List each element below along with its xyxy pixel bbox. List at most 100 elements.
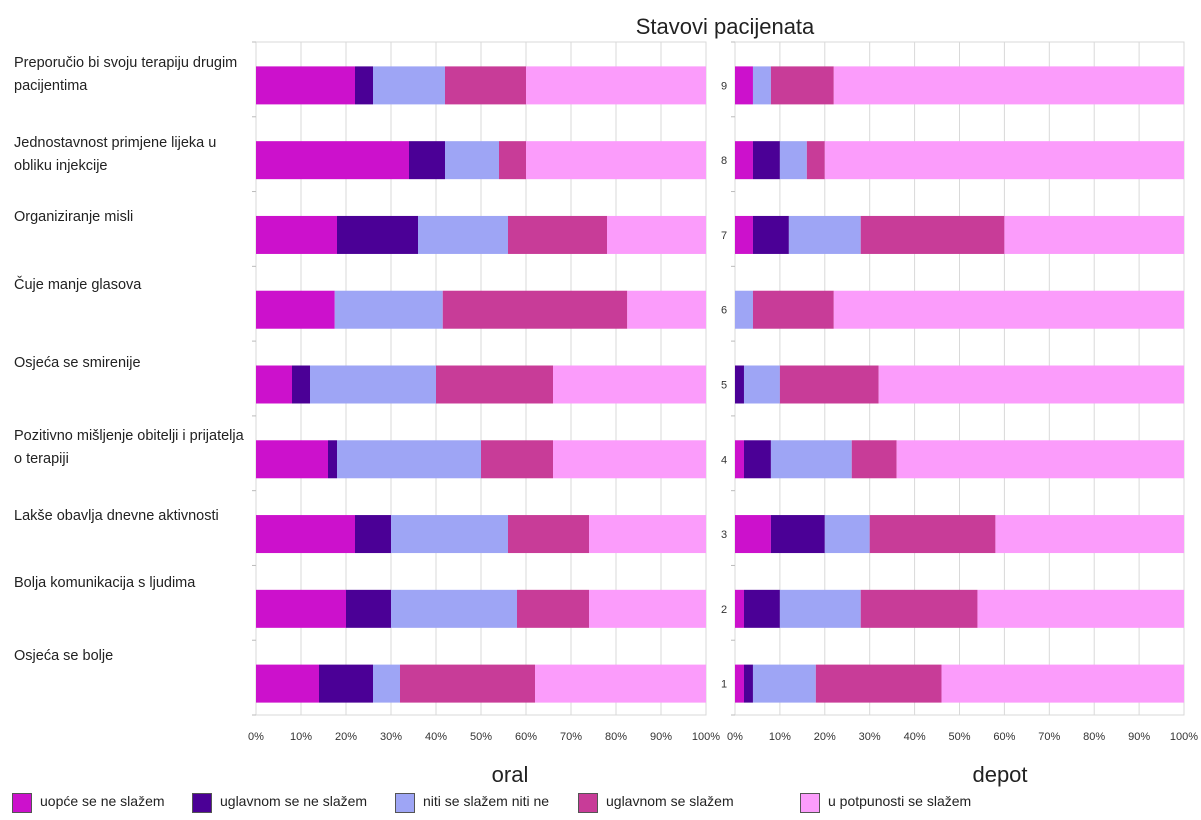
legend-swatch — [578, 793, 598, 813]
bar-segment — [627, 290, 706, 329]
x-tick-label: 80% — [1083, 731, 1105, 743]
bar-segment — [328, 440, 337, 479]
bar-segment — [833, 290, 1184, 329]
bar-segment — [806, 141, 825, 180]
row-number-label: 4 — [721, 454, 727, 466]
x-tick-label: 0% — [248, 731, 264, 743]
row-number-label: 9 — [721, 80, 727, 92]
category-label: Bolja komunikacija s ljudima — [14, 575, 196, 591]
bar-segment — [319, 664, 373, 703]
bar-segment — [770, 66, 834, 105]
category-label: Preporučio bi svoju terapiju drugim paci… — [14, 55, 238, 94]
bar-segment — [256, 664, 319, 703]
chart-legend: uopće se ne slažem uglavnom se ne slažem n… — [12, 793, 1192, 817]
bar-segment — [409, 141, 445, 180]
bar-segment — [391, 515, 508, 554]
bar-segment — [373, 66, 445, 105]
bar-segment — [256, 66, 355, 105]
category-label: Osjeća se smirenije — [14, 355, 141, 371]
row-number-label: 7 — [721, 230, 727, 242]
bar-segment — [499, 141, 526, 180]
legend-swatch — [395, 793, 415, 813]
bar-segment — [355, 515, 391, 554]
bar-segment — [735, 664, 744, 703]
category-label: Čuje manje glasova — [14, 277, 142, 293]
legend-item: niti se slažem niti ne — [395, 793, 549, 813]
category-label: Jednostavnost primjene lijeka u obliku i… — [14, 135, 217, 174]
bar-segment — [256, 215, 337, 254]
x-tick-label: 20% — [814, 731, 836, 743]
bar-segment — [743, 440, 771, 479]
bar-segment — [442, 290, 628, 329]
category-label: Pozitivno mišljenje obitelji i prijatelj… — [14, 428, 244, 467]
bar-segment — [869, 515, 996, 554]
legend-swatch — [800, 793, 820, 813]
bar-segment — [526, 141, 706, 180]
row-number-label: 5 — [721, 380, 727, 392]
bar-segment — [779, 589, 861, 628]
x-tick-label: 40% — [904, 731, 926, 743]
x-tick-label: 20% — [335, 731, 357, 743]
bar-segment — [256, 365, 292, 404]
x-tick-label: 0% — [727, 731, 743, 743]
bar-segment — [256, 141, 409, 180]
x-tick-label: 50% — [470, 731, 492, 743]
bar-segment — [851, 440, 897, 479]
bar-segment — [589, 515, 706, 554]
bar-segment — [824, 141, 1184, 180]
bar-segment — [256, 515, 355, 554]
bar-segment — [310, 365, 436, 404]
bar-segment — [743, 589, 780, 628]
bar-segment — [553, 365, 706, 404]
row-number-label: 1 — [721, 679, 727, 691]
bar-segment — [779, 365, 879, 404]
bar-segment — [391, 589, 517, 628]
x-tick-label: 60% — [515, 731, 537, 743]
bar-segment — [256, 589, 346, 628]
bar-segment — [256, 440, 328, 479]
x-tick-label: 100% — [692, 731, 720, 743]
x-tick-label: 100% — [1170, 731, 1198, 743]
chart-plot-area: 0% 10% 20% 30% 40% 50% 60% 70% 80% 90% 100% 0% 10% 20… — [248, 41, 1198, 743]
bar-segment — [770, 440, 852, 479]
x-tick-label: 70% — [560, 731, 582, 743]
bar-segment — [752, 290, 834, 329]
x-tick-label: 70% — [1038, 731, 1060, 743]
row-number-label: 6 — [721, 305, 727, 317]
bar-segment — [553, 440, 706, 479]
bar-segment — [517, 589, 589, 628]
x-tick-label: 10% — [290, 731, 312, 743]
x-tick-label: 90% — [650, 731, 672, 743]
bar-segment — [735, 440, 744, 479]
bar-segment — [896, 440, 1184, 479]
x-tick-label: 90% — [1128, 731, 1150, 743]
bar-segment — [735, 141, 753, 180]
panel-label-oral: oral — [491, 762, 529, 787]
bar-segment — [508, 515, 589, 554]
bar-segment — [779, 141, 807, 180]
x-tick-label: 60% — [993, 731, 1015, 743]
bar-segment — [535, 664, 706, 703]
bar-segment — [860, 215, 1005, 254]
bar-segment — [941, 664, 1184, 703]
bar-segment — [508, 215, 607, 254]
bar-segment — [481, 440, 553, 479]
bar-segment — [445, 66, 526, 105]
row-number-label: 8 — [721, 155, 727, 167]
bar-segment — [355, 66, 373, 105]
bar-segment — [788, 215, 861, 254]
bar-segment — [977, 589, 1184, 628]
bar-segment — [373, 664, 400, 703]
legend-label: uglavnom se ne slažem — [220, 793, 368, 809]
bar-segment — [833, 66, 1184, 105]
bar-segment — [735, 290, 753, 329]
legend-item: uopće se ne slažem — [12, 793, 165, 813]
bar-segment — [292, 365, 310, 404]
bar-segment — [334, 290, 443, 329]
x-tick-label: 40% — [425, 731, 447, 743]
bar-segment — [436, 365, 553, 404]
chart-title: Stavovi pacijenata — [635, 14, 815, 39]
category-label: Lakše obavlja dnevne aktivnosti — [14, 508, 219, 524]
bar-segment — [815, 664, 942, 703]
bar-segment — [995, 515, 1184, 554]
